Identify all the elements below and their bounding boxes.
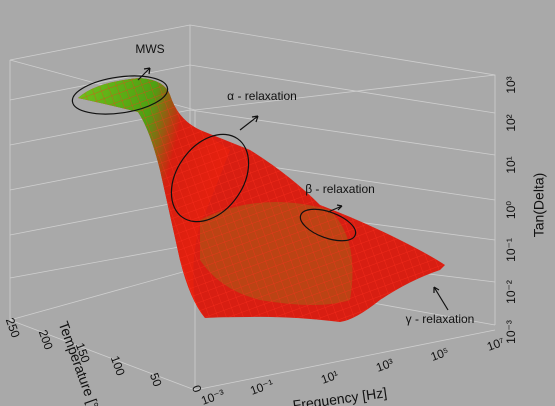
x-tick-label: 10³ [374,356,395,375]
x-tick-label: 10⁵ [429,345,451,364]
z-tick-label: 10¹ [504,156,518,173]
annotation: β - relaxation [305,182,375,196]
z-tick-label: 10⁰ [504,201,518,219]
x-tick-label: 10¹ [319,368,340,387]
annotation: MWS [135,42,164,56]
y-tick-label: 100 [108,354,128,378]
z-axis-label: Tan(Delta) [531,173,547,238]
y-tick-label: 50 [147,371,165,389]
x-tick-label: 10⁻³ [199,387,226,406]
annotation: γ - relaxation [406,312,475,326]
z-tick-label: 10⁻³ [504,320,518,344]
annotation: α - relaxation [227,89,297,103]
y-tick-label: 200 [36,328,56,352]
z-tick-label: 10² [504,114,518,131]
surface [78,78,445,322]
z-tick-label: 10⁻¹ [504,238,518,262]
z-tick-label: 10³ [504,76,518,93]
annotation-shapes [71,67,449,311]
x-tick-label: 10⁷ [485,335,506,354]
z-tick-label: 10⁻² [504,280,518,304]
y-tick-label: 250 [3,316,23,340]
y-tick-label: 0 [189,383,205,394]
y-tick-label: 150 [73,341,93,365]
